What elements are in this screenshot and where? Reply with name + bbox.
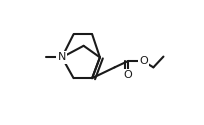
Text: O: O <box>123 70 132 80</box>
Text: N: N <box>58 52 66 62</box>
Text: O: O <box>139 56 148 66</box>
